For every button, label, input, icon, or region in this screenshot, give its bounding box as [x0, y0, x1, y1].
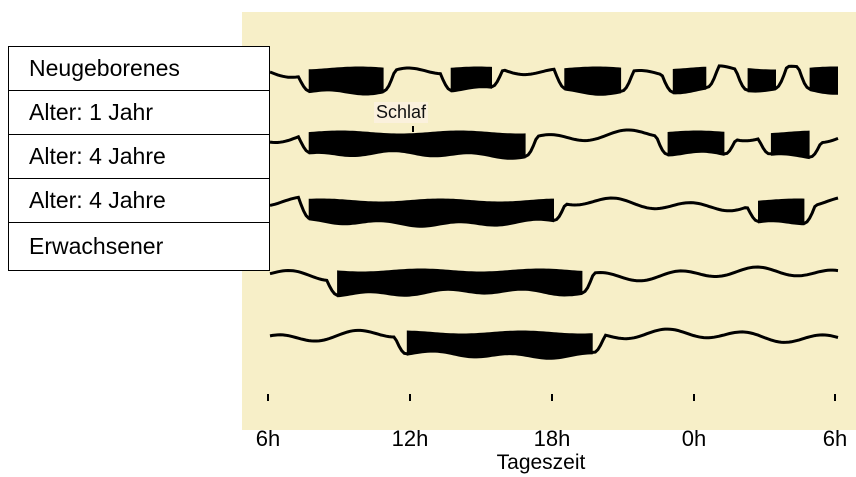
row-label-list: Neugeborenes Alter: 1 Jahr Alter: 4 Jahr…	[8, 46, 270, 271]
x-axis-title: Tageszeit	[496, 451, 586, 474]
sleep-area	[809, 66, 838, 95]
x-tick-label: 6h	[822, 426, 848, 451]
sleep-area	[758, 198, 805, 226]
row-label-age-1: Alter: 1 Jahr	[9, 91, 269, 135]
activity-trace	[269, 327, 839, 360]
x-tick-label: 12h	[391, 426, 429, 451]
activity-trace	[269, 128, 839, 160]
x-tick-label: 6h	[255, 426, 281, 451]
sleep-area	[564, 66, 622, 96]
x-tick-label: 18h	[533, 426, 571, 451]
sleep-annotation: Schlaf	[374, 102, 429, 123]
row-label-newborn: Neugeborenes	[9, 47, 269, 91]
sleep-area	[747, 68, 776, 93]
activity-trace	[269, 195, 839, 228]
activity-trace	[269, 265, 839, 297]
x-tick-label: 0h	[681, 426, 707, 451]
sleep-area	[672, 66, 707, 95]
row-label-age-4b: Alter: 4 Jahre	[9, 179, 269, 223]
row-label-adult: Erwachsener	[29, 233, 164, 259]
activity-trace	[269, 64, 838, 96]
row-label-age-4a: Alter: 4 Jahre	[9, 135, 269, 179]
sleep-wave-diagram	[267, 64, 839, 401]
